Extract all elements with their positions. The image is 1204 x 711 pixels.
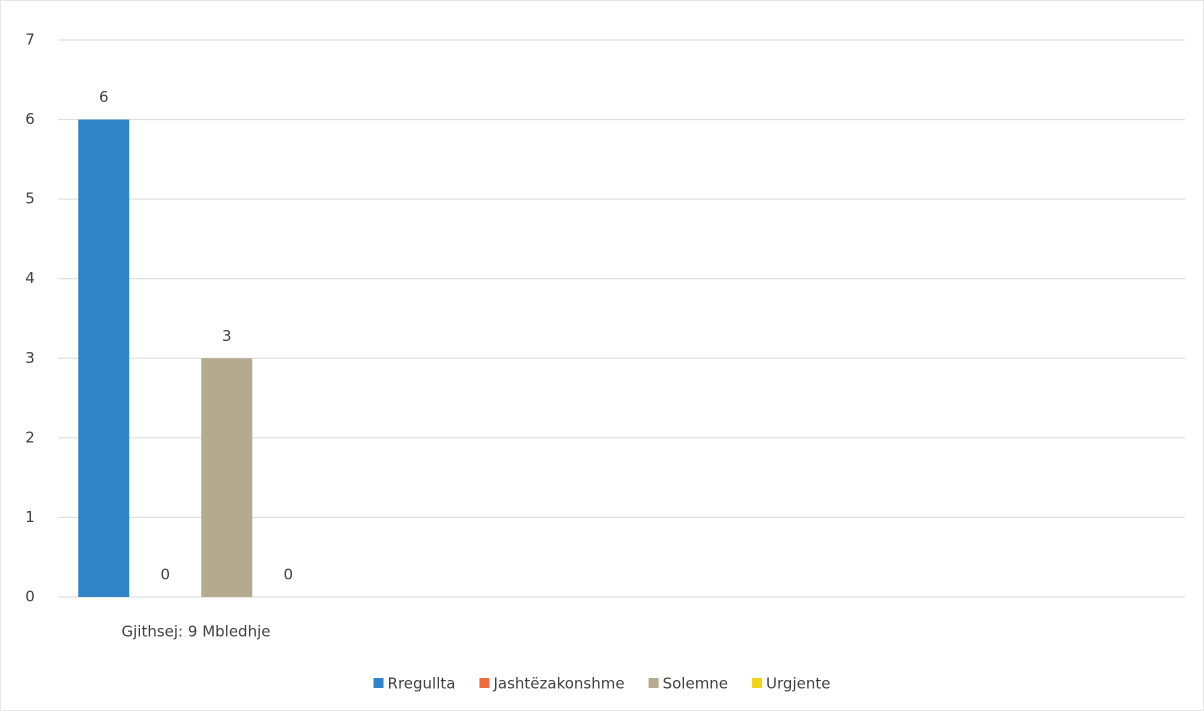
y-tick-label: 6	[25, 110, 35, 128]
value-label: 6	[99, 88, 109, 106]
bar	[201, 358, 253, 597]
y-tick-label: 1	[25, 508, 35, 526]
legend-swatch	[373, 678, 384, 688]
value-label: 0	[160, 566, 170, 584]
bar	[78, 119, 130, 598]
y-tick-label: 2	[25, 428, 35, 446]
legend-label: Jashtëzakonshme	[492, 675, 624, 693]
y-tick-label: 7	[25, 31, 35, 49]
y-tick-label: 4	[25, 269, 35, 287]
legend-swatch	[648, 678, 659, 688]
y-tick-label: 5	[25, 190, 35, 208]
y-tick-label: 0	[25, 588, 35, 606]
value-label: 3	[222, 327, 232, 345]
legend-swatch	[752, 678, 763, 688]
y-tick-label: 3	[25, 349, 35, 367]
x-tick-label: Gjithsej: 9 Mbledhje	[122, 623, 271, 641]
legend-swatch	[479, 678, 490, 688]
value-label: 0	[283, 566, 293, 584]
legend-label: Urgjente	[766, 675, 830, 693]
legend-label: Solemne	[663, 675, 728, 693]
legend-label: Rregullta	[388, 675, 456, 693]
